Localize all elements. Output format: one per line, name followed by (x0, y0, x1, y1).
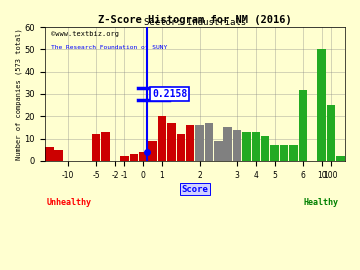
Title: Z-Score Histogram for NM (2016): Z-Score Histogram for NM (2016) (98, 15, 292, 25)
Bar (280, 145, 288, 161)
Bar (233, 130, 241, 161)
Text: 0.2158: 0.2158 (152, 89, 187, 99)
Bar (298, 90, 307, 161)
Text: Score: Score (181, 185, 208, 194)
Bar (317, 49, 326, 161)
Bar (289, 145, 298, 161)
Bar (54, 150, 63, 161)
Text: ©www.textbiz.org: ©www.textbiz.org (51, 31, 119, 37)
Bar (130, 154, 138, 161)
Text: The Research Foundation of SUNY: The Research Foundation of SUNY (51, 45, 167, 50)
Bar (186, 125, 194, 161)
Bar (252, 132, 260, 161)
Bar (120, 156, 129, 161)
Bar (167, 123, 176, 161)
Bar (214, 141, 222, 161)
Bar (270, 145, 279, 161)
Bar (139, 152, 147, 161)
Y-axis label: Number of companies (573 total): Number of companies (573 total) (15, 28, 22, 160)
Text: Healthy: Healthy (303, 198, 338, 207)
Bar (205, 123, 213, 161)
Bar (158, 116, 166, 161)
Bar (176, 134, 185, 161)
Text: Unhealthy: Unhealthy (46, 198, 91, 207)
Bar (242, 132, 251, 161)
Bar (102, 132, 110, 161)
Bar (148, 141, 157, 161)
Bar (45, 147, 54, 161)
Bar (224, 127, 232, 161)
Bar (336, 156, 345, 161)
Bar (261, 136, 269, 161)
Bar (327, 105, 335, 161)
Bar (92, 134, 100, 161)
Text: Sector: Industrials: Sector: Industrials (144, 18, 246, 26)
Bar (195, 125, 204, 161)
